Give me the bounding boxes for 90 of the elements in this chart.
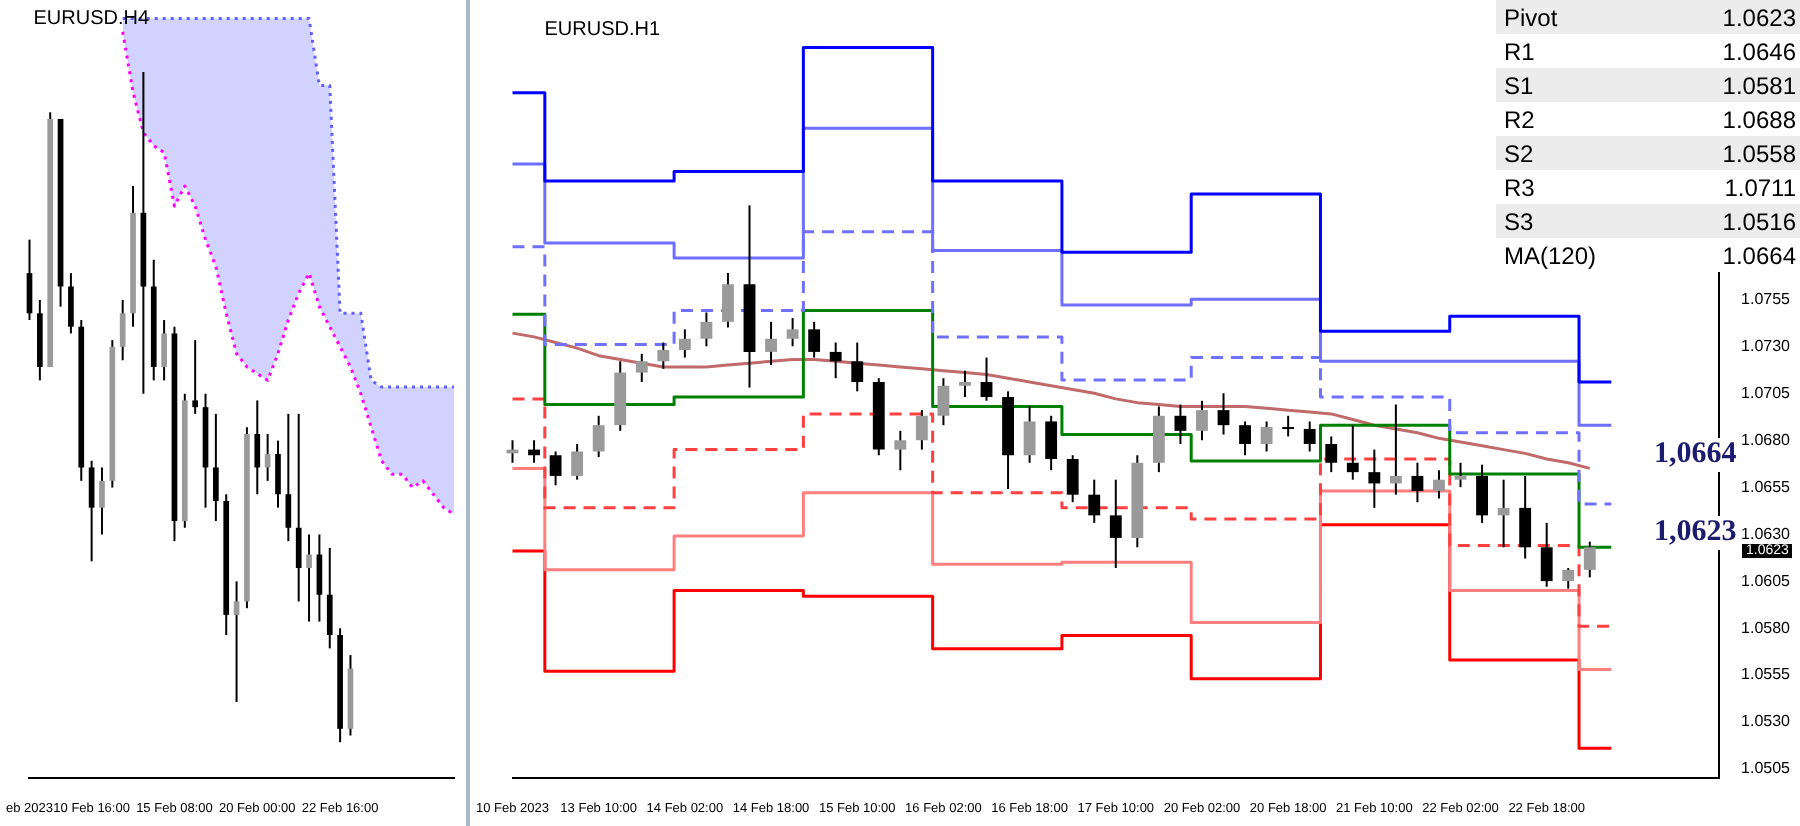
annotation: S1 bbox=[1502, 69, 1536, 102]
candlestick bbox=[894, 429, 907, 472]
candlestick bbox=[592, 414, 605, 459]
candlestick bbox=[119, 298, 126, 362]
candlestick bbox=[549, 450, 562, 487]
annotation: Pivot bbox=[1502, 1, 1560, 34]
candlestick bbox=[1368, 448, 1381, 509]
annotation: R1 bbox=[1502, 35, 1537, 68]
candlestick bbox=[1325, 435, 1338, 474]
candlestick bbox=[937, 377, 950, 427]
candlestick bbox=[1282, 414, 1295, 438]
candlestick bbox=[915, 409, 928, 451]
text: 1.0581 bbox=[1720, 69, 1798, 102]
candlestick bbox=[528, 439, 540, 464]
candlestick bbox=[1497, 478, 1510, 549]
candlestick bbox=[1217, 392, 1230, 436]
text: 1.0711 bbox=[1722, 171, 1798, 204]
candlestick bbox=[213, 412, 219, 523]
y-tick-label: 1.0605 bbox=[1741, 571, 1792, 590]
candlestick bbox=[829, 341, 842, 380]
candlestick bbox=[657, 341, 670, 370]
y-tick-label: 1.0530 bbox=[1741, 712, 1792, 731]
candlestick bbox=[326, 546, 333, 650]
y-tick-label: 1.0580 bbox=[1741, 618, 1792, 637]
candlestick bbox=[1174, 403, 1187, 445]
annotation: S3 bbox=[1502, 205, 1536, 238]
y-tick-label: 1.0505 bbox=[1741, 759, 1792, 778]
candlestick bbox=[1152, 405, 1165, 474]
candlestick bbox=[1260, 420, 1273, 453]
y-tick-label: 1.0730 bbox=[1741, 336, 1792, 355]
annotation: 1,0664 bbox=[1654, 438, 1737, 472]
candlestick bbox=[1196, 399, 1208, 442]
candlestick bbox=[1540, 521, 1553, 588]
candlestick bbox=[765, 320, 777, 367]
y-tick-label: 1.0705 bbox=[1741, 383, 1792, 402]
candlestick bbox=[88, 459, 95, 563]
candlestick bbox=[1433, 469, 1445, 500]
annotation: R2 bbox=[1502, 103, 1537, 136]
text: 1.0646 bbox=[1720, 35, 1798, 68]
candlestick bbox=[678, 328, 691, 359]
candlestick bbox=[254, 399, 261, 496]
candlestick bbox=[1303, 420, 1316, 453]
candlestick bbox=[306, 533, 312, 623]
candlestick bbox=[980, 356, 993, 402]
candlestick bbox=[700, 311, 713, 348]
candlestick bbox=[1239, 420, 1251, 457]
y-tick-label: 1.0655 bbox=[1741, 477, 1792, 496]
candlestick bbox=[786, 317, 799, 348]
text: 1.0664 bbox=[1720, 239, 1798, 272]
y-tick-label: 1.0680 bbox=[1741, 430, 1792, 449]
y-tick-label: 1.0555 bbox=[1741, 665, 1792, 684]
candlestick bbox=[1562, 566, 1575, 590]
candlestick bbox=[1088, 478, 1101, 524]
candlestick bbox=[635, 352, 648, 383]
annotation: R3 bbox=[1502, 171, 1537, 204]
text: 1.0516 bbox=[1720, 205, 1798, 238]
candlestick bbox=[99, 466, 105, 536]
annotation: 1,0623 bbox=[1654, 516, 1737, 550]
candlestick bbox=[1476, 463, 1488, 524]
candlestick bbox=[1389, 403, 1402, 496]
text: 1.0558 bbox=[1720, 137, 1798, 170]
y-tick-label: 1.0755 bbox=[1741, 289, 1792, 308]
y-tick-label: 1.0630 bbox=[1741, 524, 1792, 543]
text: 1.0688 bbox=[1720, 103, 1798, 136]
candlestick bbox=[192, 339, 198, 415]
annotation: S2 bbox=[1502, 137, 1536, 170]
text: 1.0623 bbox=[1720, 1, 1798, 34]
candlestick bbox=[1519, 474, 1532, 560]
candlestick bbox=[1454, 461, 1467, 489]
candlestick bbox=[959, 369, 971, 398]
candlestick bbox=[851, 341, 864, 393]
candlestick bbox=[68, 272, 74, 335]
candlestick bbox=[808, 320, 821, 359]
candlestick bbox=[295, 412, 302, 603]
candlestick bbox=[1023, 405, 1036, 464]
candlestick bbox=[1066, 454, 1079, 504]
candlestick bbox=[722, 272, 734, 329]
candlestick bbox=[161, 319, 167, 382]
candlestick bbox=[1583, 540, 1596, 579]
candlestick bbox=[233, 580, 240, 704]
annotation: MA(120) bbox=[1502, 239, 1599, 272]
candlestick bbox=[1109, 478, 1122, 569]
candlestick bbox=[1045, 414, 1058, 472]
candlestick bbox=[275, 439, 281, 509]
candlestick bbox=[1346, 424, 1359, 481]
candlestick bbox=[571, 442, 584, 481]
candlestick bbox=[285, 412, 292, 543]
candlestick bbox=[1411, 461, 1424, 504]
chart-title: EURUSD.H4 bbox=[33, 7, 150, 30]
chart-title: EURUSD.H1 bbox=[544, 19, 661, 42]
